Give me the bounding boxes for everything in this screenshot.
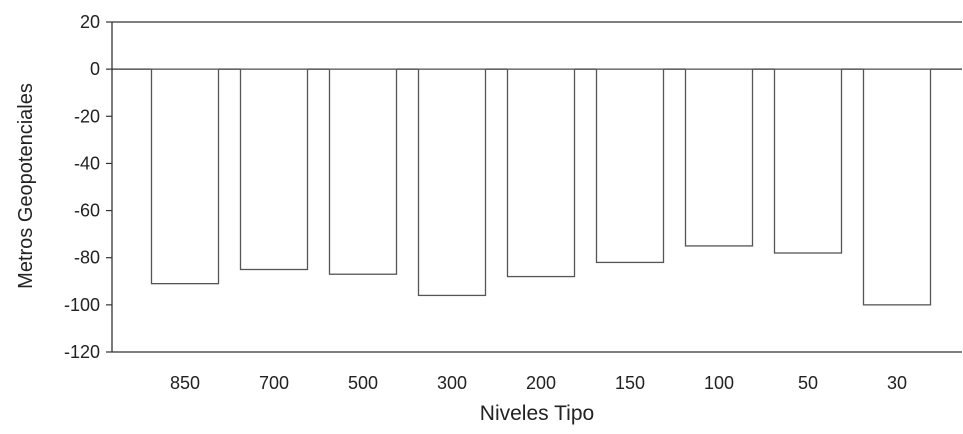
y-tick-label: -100 — [64, 295, 100, 315]
y-tick-label: -40 — [74, 153, 100, 173]
x-axis-ticks: 850 700 500 300 200 150 100 50 30 — [170, 373, 907, 393]
x-tick-label: 300 — [437, 373, 467, 393]
bar-30 — [862, 68, 932, 306]
x-tick-label: 30 — [887, 373, 907, 393]
x-tick-label: 100 — [704, 373, 734, 393]
y-axis-ticks: 20 0 -20 -40 -60 -80 -100 -120 — [64, 12, 112, 362]
x-tick-label: 700 — [259, 373, 289, 393]
bar-300 — [417, 68, 487, 297]
bar-50 — [773, 68, 843, 254]
y-tick-label: 20 — [80, 12, 100, 32]
x-tick-label: 500 — [348, 373, 378, 393]
x-tick-label: 850 — [170, 373, 200, 393]
bar-100 — [684, 68, 754, 247]
y-tick-label: -80 — [74, 248, 100, 268]
bar-150 — [595, 68, 665, 264]
x-tick-label: 150 — [615, 373, 645, 393]
x-tick-label: 200 — [526, 373, 556, 393]
x-axis-label: Niveles Tipo — [480, 402, 594, 425]
bar-500 — [328, 68, 398, 275]
bar-700 — [239, 68, 309, 271]
x-tick-label: 50 — [798, 373, 818, 393]
y-tick-label: 0 — [90, 59, 100, 79]
bar-200 — [506, 68, 576, 278]
y-axis-label: Metros Geopotenciales — [15, 83, 37, 289]
bars — [150, 68, 932, 306]
bar-850 — [150, 68, 220, 285]
y-tick-label: -120 — [64, 342, 100, 362]
y-tick-label: -20 — [74, 106, 100, 126]
y-tick-label: -60 — [74, 201, 100, 221]
